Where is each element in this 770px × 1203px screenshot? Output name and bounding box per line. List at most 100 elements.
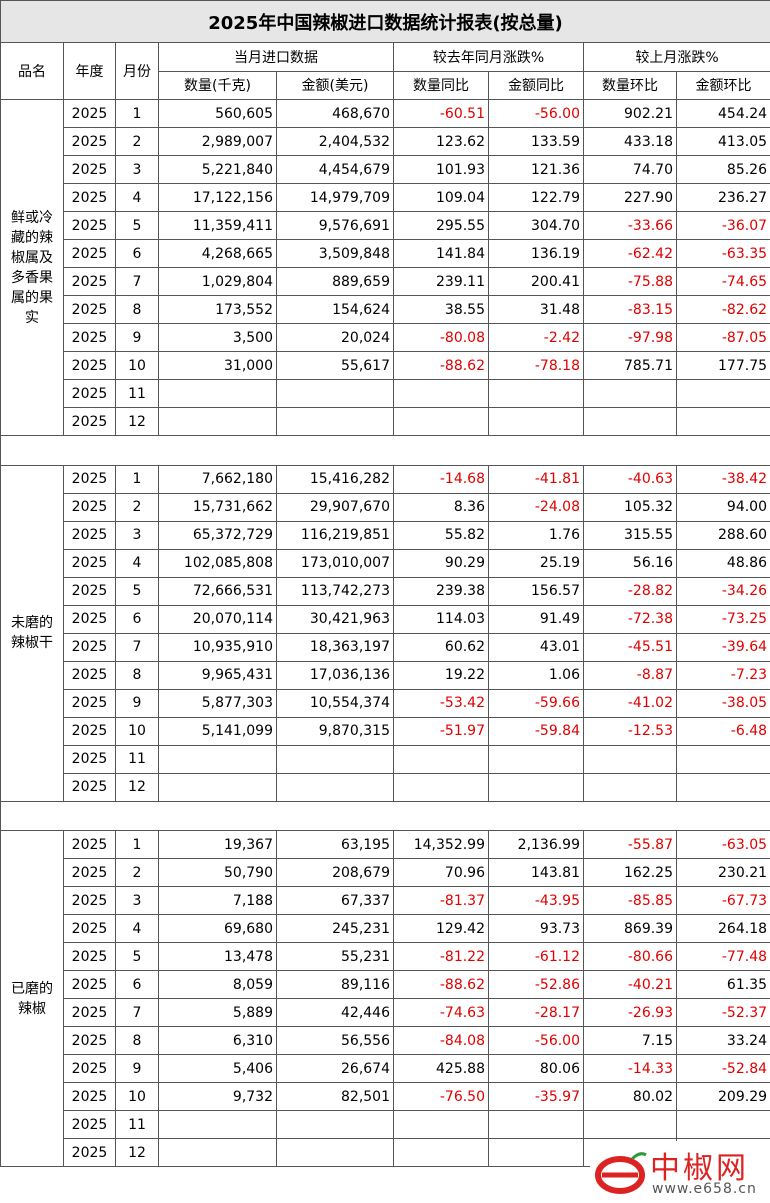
empty-cell xyxy=(488,1110,584,1139)
value-cell: -40.21 xyxy=(583,970,677,999)
empty-cell xyxy=(393,407,489,436)
year: 2025 xyxy=(63,660,116,690)
table-row: 2025 10 31,000 55,617 -88.62 -78.18 785.71 177.… xyxy=(1,351,770,380)
value-cell: -56.00 xyxy=(488,99,584,128)
month: 12 xyxy=(115,772,159,802)
value-cell: 209.29 xyxy=(675,1082,770,1111)
month: 8 xyxy=(115,660,159,690)
value-cell: 7,188 xyxy=(158,886,277,915)
value-cell: -63.35 xyxy=(675,239,770,268)
value-cell: 94.00 xyxy=(675,492,770,522)
empty-cell xyxy=(488,407,584,436)
section-gap xyxy=(0,435,770,466)
table-row: 2025 11 xyxy=(1,1110,770,1139)
value-cell: 5,141,099 xyxy=(158,716,277,746)
table-row: 2025 11 xyxy=(1,379,770,408)
year: 2025 xyxy=(63,1054,116,1083)
value-cell: 67,337 xyxy=(276,886,394,915)
product-name: 鲜或冷藏的辣椒属及多香果属的果实 xyxy=(0,99,64,436)
value-cell: 121.36 xyxy=(488,155,584,184)
table-row: 2025 8 173,552 154,624 38.55 31.48 -83.15 -82.6… xyxy=(1,295,770,324)
table-row: 2025 10 9,732 82,501 -76.50 -35.97 80.02 209.29 xyxy=(1,1082,770,1111)
year: 2025 xyxy=(63,716,116,746)
value-cell: 2,404,532 xyxy=(276,127,394,156)
value-cell: 889,659 xyxy=(276,267,394,296)
value-cell: -28.17 xyxy=(488,998,584,1027)
value-cell: 468,670 xyxy=(276,99,394,128)
empty-cell xyxy=(583,772,677,802)
empty-cell xyxy=(276,744,394,774)
subcolumn-header: 金额同比 xyxy=(488,70,584,100)
table-row: 2025 8 6,310 56,556 -84.08 -56.00 7.15 33.24 xyxy=(1,1026,770,1055)
value-cell: 264.18 xyxy=(675,914,770,943)
empty-cell xyxy=(276,772,394,802)
month: 10 xyxy=(115,351,159,380)
year: 2025 xyxy=(63,99,116,128)
value-cell: 9,732 xyxy=(158,1082,277,1111)
table-row: 2025 3 7,188 67,337 -81.37 -43.95 -85.85 -67.73 xyxy=(1,886,770,915)
month: 5 xyxy=(115,942,159,971)
year: 2025 xyxy=(63,1026,116,1055)
value-cell: 56.16 xyxy=(583,548,677,578)
month: 3 xyxy=(115,155,159,184)
year: 2025 xyxy=(63,155,116,184)
year: 2025 xyxy=(63,830,116,859)
year: 2025 xyxy=(63,520,116,550)
year: 2025 xyxy=(63,772,116,802)
table-row: 2025 2 2,989,007 2,404,532 123.62 133.59 433.1… xyxy=(1,127,770,156)
value-cell: 2,989,007 xyxy=(158,127,277,156)
value-cell: 433.18 xyxy=(583,127,677,156)
year: 2025 xyxy=(63,858,116,887)
value-cell: -63.05 xyxy=(675,830,770,859)
year: 2025 xyxy=(63,548,116,578)
year: 2025 xyxy=(63,688,116,718)
value-cell: -88.62 xyxy=(393,970,489,999)
value-cell: 101.93 xyxy=(393,155,489,184)
value-cell: -97.98 xyxy=(583,323,677,352)
value-cell: -82.62 xyxy=(675,295,770,324)
value-cell: 48.86 xyxy=(675,548,770,578)
value-cell: -78.18 xyxy=(488,351,584,380)
value-cell: -8.87 xyxy=(583,660,677,690)
value-cell: 33.24 xyxy=(675,1026,770,1055)
table-row: 2025 6 8,059 89,116 -88.62 -52.86 -40.21 61.35 xyxy=(1,970,770,999)
column-header: 品名 xyxy=(0,42,64,100)
year: 2025 xyxy=(63,239,116,268)
value-cell: -36.07 xyxy=(675,211,770,240)
value-cell: 102,085,808 xyxy=(158,548,277,578)
value-cell: -73.25 xyxy=(675,604,770,634)
empty-cell xyxy=(393,772,489,802)
value-cell: 141.84 xyxy=(393,239,489,268)
empty-cell xyxy=(393,744,489,774)
value-cell: 173,552 xyxy=(158,295,277,324)
year: 2025 xyxy=(63,970,116,999)
empty-cell xyxy=(675,744,770,774)
table-row: 2025 6 20,070,114 30,421,963 114.03 91.49 -72.… xyxy=(1,604,770,634)
empty-cell xyxy=(675,772,770,802)
empty-cell xyxy=(158,1110,277,1139)
table-row: 2025 4 69,680 245,231 129.42 93.73 869.39 264.1… xyxy=(1,914,770,943)
value-cell: -28.82 xyxy=(583,576,677,606)
value-cell: 20,024 xyxy=(276,323,394,352)
value-cell: -12.53 xyxy=(583,716,677,746)
product-name: 已磨的辣椒 xyxy=(0,830,64,1167)
subcolumn-header: 数量同比 xyxy=(393,70,489,100)
empty-cell xyxy=(488,1138,584,1167)
value-cell: 162.25 xyxy=(583,858,677,887)
value-cell: -55.87 xyxy=(583,830,677,859)
value-cell: 31.48 xyxy=(488,295,584,324)
value-cell: -14.33 xyxy=(583,1054,677,1083)
value-cell: 5,406 xyxy=(158,1054,277,1083)
month: 6 xyxy=(115,604,159,634)
value-cell: 80.06 xyxy=(488,1054,584,1083)
month: 4 xyxy=(115,914,159,943)
section-gap xyxy=(0,800,770,831)
value-cell: 902.21 xyxy=(583,99,677,128)
value-cell: 105.32 xyxy=(583,492,677,522)
year: 2025 xyxy=(63,998,116,1027)
month: 12 xyxy=(115,1138,159,1167)
value-cell: -67.73 xyxy=(675,886,770,915)
month: 3 xyxy=(115,886,159,915)
value-cell: 114.03 xyxy=(393,604,489,634)
value-cell: 136.19 xyxy=(488,239,584,268)
